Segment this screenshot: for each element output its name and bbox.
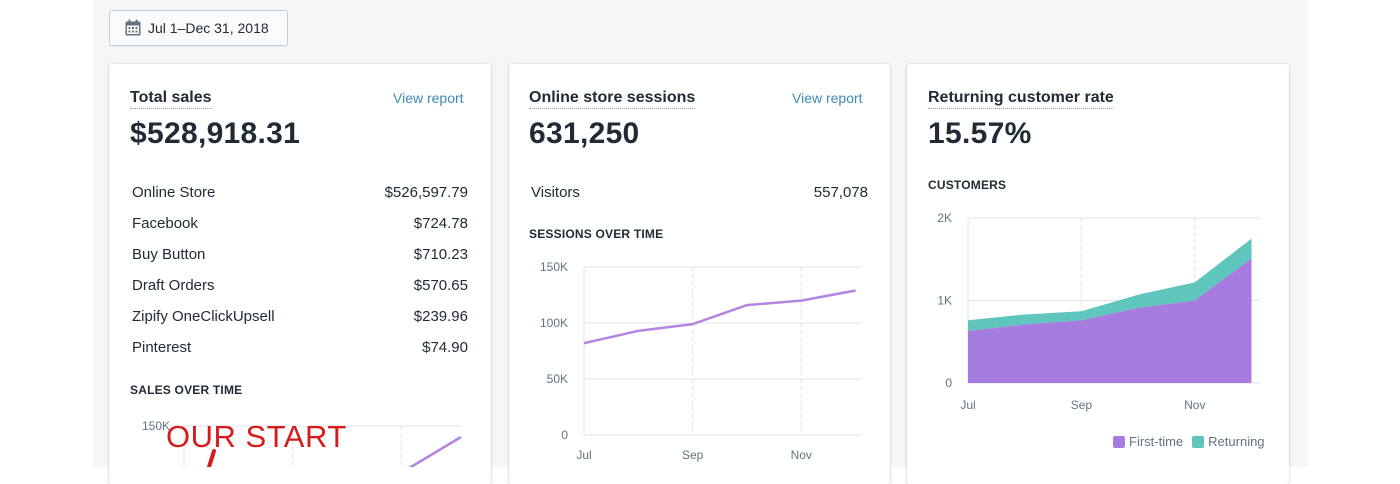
sales-channel-label: Online Store (132, 184, 215, 202)
y-tick-label: 150K (540, 260, 568, 274)
legend-swatch (1192, 436, 1204, 448)
returning-rate-title[interactable]: Returning customer rate (928, 88, 1114, 109)
sales-channel-value: $526,597.79 (330, 184, 468, 202)
online-sessions-view-report-link[interactable]: View report (792, 90, 863, 107)
sales-channel-value: $239.96 (330, 308, 468, 326)
sales-channel-value: $74.90 (330, 339, 468, 357)
sales-channel-label: Zipify OneClickUpsell (132, 308, 275, 326)
y-tick-label: 1K (937, 294, 952, 308)
x-tick-label: Sep (682, 448, 704, 462)
legend-item-first-time[interactable]: First-time (1113, 434, 1183, 449)
legend-label: First-time (1129, 434, 1183, 449)
customers-label: CUSTOMERS (928, 178, 1006, 192)
sales-channel-label: Pinterest (132, 339, 191, 357)
sales-channel-label: Draft Orders (132, 277, 215, 295)
total-sales-view-report-link[interactable]: View report (393, 90, 464, 107)
visitors-label: Visitors (531, 184, 580, 202)
sessions-line (584, 291, 856, 344)
sales-over-time-label: SALES OVER TIME (130, 383, 242, 397)
our-start-annotation: OUR START (166, 419, 347, 455)
x-tick-label: Sep (1071, 398, 1093, 412)
calendar-icon (124, 19, 142, 37)
x-tick-label: Nov (791, 448, 812, 462)
y-tick-label: 0 (561, 428, 568, 442)
date-range-button[interactable]: Jul 1–Dec 31, 2018 (109, 10, 288, 46)
online-sessions-value: 631,250 (529, 115, 640, 153)
legend-item-returning[interactable]: Returning (1192, 434, 1264, 449)
y-tick-label: 0 (945, 376, 952, 390)
visitors-value: 557,078 (730, 184, 868, 202)
y-tick-label: 100K (540, 316, 568, 330)
total-sales-value: $528,918.31 (130, 115, 300, 153)
legend-swatch (1113, 436, 1125, 448)
customers-chart: 2K 1K 0 Jul Sep Nov (907, 205, 1289, 427)
sales-channel-value: $570.65 (330, 277, 468, 295)
sales-channel-value: $710.23 (330, 246, 468, 264)
total-sales-title[interactable]: Total sales (130, 88, 212, 109)
sales-line (404, 437, 461, 467)
returning-rate-value: 15.57% (928, 115, 1032, 153)
x-tick-label: Jul (576, 448, 591, 462)
y-tick-label: 50K (547, 372, 568, 386)
sales-channel-label: Buy Button (132, 246, 205, 264)
sales-channel-label: Facebook (132, 215, 198, 233)
date-range-label: Jul 1–Dec 31, 2018 (148, 20, 269, 36)
sales-channel-value: $724.78 (330, 215, 468, 233)
sessions-over-time-chart: 150K 100K 50K 0 Jul Sep Nov (509, 255, 890, 467)
online-sessions-title[interactable]: Online store sessions (529, 88, 695, 109)
y-tick-label: 2K (937, 211, 952, 225)
x-tick-label: Jul (960, 398, 975, 412)
x-tick-label: Nov (1184, 398, 1205, 412)
legend-label: Returning (1208, 434, 1264, 449)
sessions-over-time-label: SESSIONS OVER TIME (529, 227, 663, 241)
customers-legend: First-time Returning (1113, 434, 1274, 449)
